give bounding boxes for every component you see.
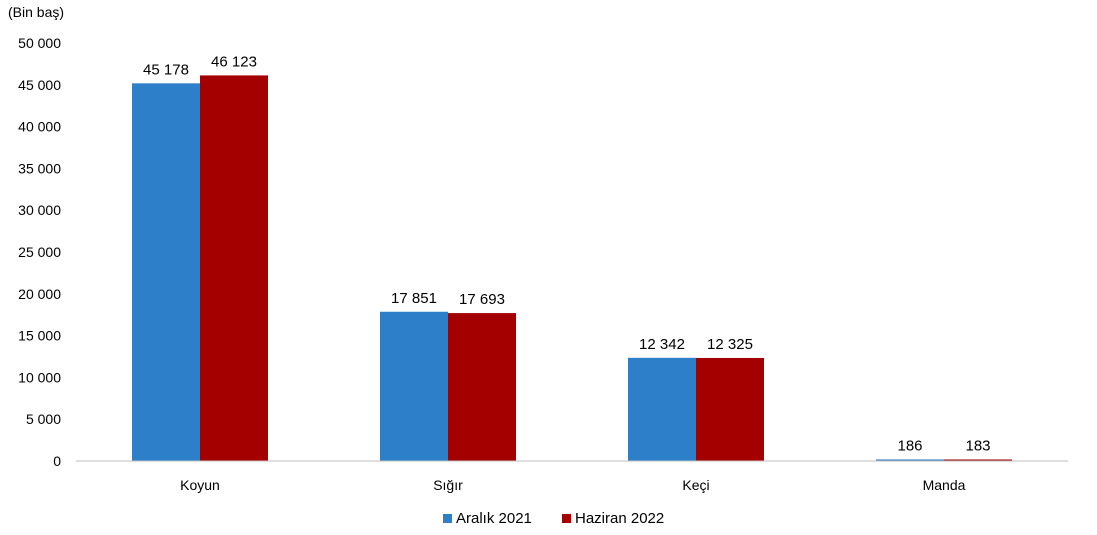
y-tick-label: 0 [53,453,61,469]
legend-entry: Haziran 2022 [575,510,664,527]
x-axis: Koyun Sığır Keçi Manda [76,460,1068,493]
data-label: 183 [965,437,990,454]
y-tick-label: 50 000 [18,35,61,51]
data-label: 45 178 [143,61,189,78]
bars: 45 178 46 123 17 851 17 693 12 342 12 325 186 1… [132,53,1012,462]
y-tick-label: 10 000 [18,369,61,385]
legend-entry: Aralık 2021 [456,510,532,527]
data-label: 17 693 [459,291,505,308]
bar-2-0 [628,357,696,461]
x-tick-label: Manda [923,477,966,493]
x-tick-label: Koyun [180,477,220,493]
legend-swatch-1 [562,514,571,523]
x-tick-label: Keçi [682,477,709,493]
y-tick-label: 15 000 [18,328,61,344]
bar-0-1 [200,75,268,462]
legend-swatch-0 [443,514,452,523]
y-tick-label: 30 000 [18,202,61,218]
y-tick-label: 45 000 [18,77,61,93]
data-label: 12 342 [639,336,685,353]
data-label: 46 123 [211,53,257,70]
bar-2-1 [696,357,764,461]
bar-3-0 [876,459,944,461]
data-label: 186 [897,437,922,454]
legend: Aralık 2021 Haziran 2022 [443,510,664,527]
x-tick-label: Sığır [433,477,463,493]
y-tick-label: 35 000 [18,160,61,176]
y-tick-label: 5 000 [26,411,61,427]
unit-label: (Bin baş) [8,4,64,20]
data-label: 17 851 [391,290,437,307]
y-tick-label: 25 000 [18,244,61,260]
y-axis: 0 5 000 10 000 15 000 20 000 25 000 30 000 35 0… [18,35,61,469]
bar-1-1 [448,313,516,461]
y-tick-label: 40 000 [18,119,61,135]
bar-1-0 [380,311,448,461]
bar-3-1 [944,459,1012,461]
y-tick-label: 20 000 [18,286,61,302]
bar-0-0 [132,83,200,461]
data-label: 12 325 [707,336,753,353]
